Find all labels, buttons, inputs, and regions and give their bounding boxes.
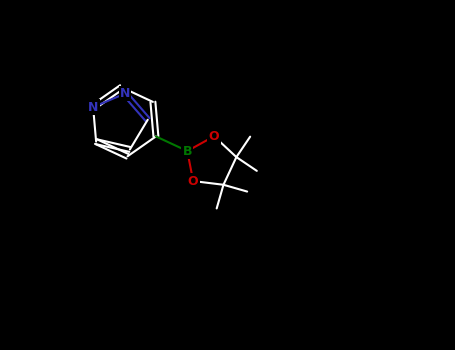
Text: O: O (188, 175, 198, 188)
Text: B: B (182, 145, 192, 158)
Text: N: N (88, 101, 98, 114)
Text: N: N (120, 87, 130, 100)
Text: O: O (209, 130, 219, 143)
